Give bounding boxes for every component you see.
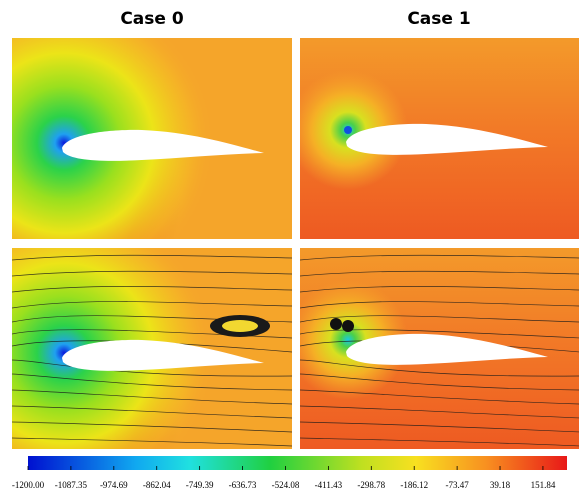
colorbar-tick-label: -1200.00: [12, 480, 45, 490]
colorbar-tick-label: -749.39: [186, 480, 214, 490]
colorbar-tick-label: -862.04: [143, 480, 171, 490]
pressure-contour: [12, 38, 292, 239]
colorbar-tick-label: -298.78: [357, 480, 385, 490]
colorbar-tick-label: -1087.35: [55, 480, 88, 490]
colorbar-tick-label: -73.47: [445, 480, 469, 490]
pressure-contour: [300, 38, 579, 239]
colorbar-ticks: -1200.00 -1087.35 -974.69 -862.04 -749.39 -63…: [12, 466, 556, 490]
streamline-contour: [12, 248, 292, 449]
colorbar-tick-label: -524.08: [272, 480, 300, 490]
colorbar: [28, 456, 567, 470]
colorbar-tick-label: -411.43: [315, 480, 343, 490]
column-title: Case 1: [407, 9, 470, 29]
colorbar-tick-label: 39.18: [490, 480, 511, 490]
colorbar-tick-label: 151.84: [531, 480, 556, 490]
column-title: Case 0: [120, 9, 184, 29]
colorbar-tick-label: -636.73: [229, 480, 257, 490]
streamline-contour: [300, 248, 579, 449]
colorbar-tick-label: -974.69: [100, 480, 128, 490]
colorbar-tick-label: -186.12: [400, 480, 428, 490]
